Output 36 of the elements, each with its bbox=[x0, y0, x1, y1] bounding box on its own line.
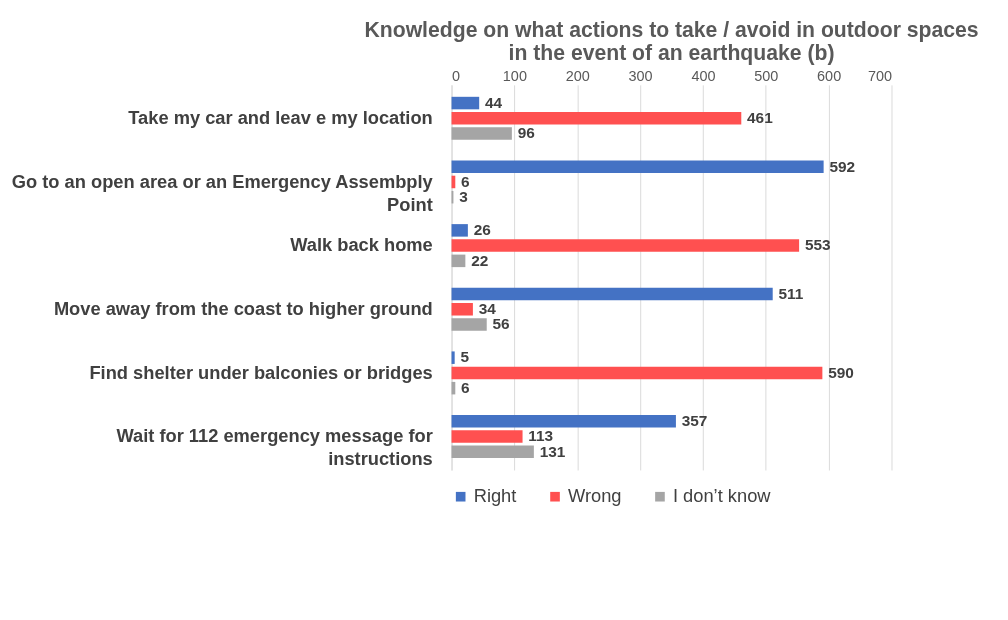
y-tick-label: Walk back home bbox=[290, 234, 433, 256]
data-label: 6 bbox=[461, 378, 470, 396]
legend-label: I don’t know bbox=[672, 485, 772, 507]
data-label: 357 bbox=[681, 412, 708, 430]
chart-title: Knowledge on what actions to take / avoid in outdoor spaces in the event of an earthquake (b) bbox=[364, 17, 979, 65]
data-label: 590 bbox=[828, 363, 854, 381]
data-label: 6 bbox=[461, 172, 470, 190]
data-label: 131 bbox=[539, 442, 566, 460]
x-tick-label: 500 bbox=[754, 67, 779, 84]
x-tick-label: 300 bbox=[628, 67, 653, 84]
data-label: 592 bbox=[829, 157, 856, 175]
x-tick-label: 700 bbox=[867, 67, 892, 84]
x-tick-label: 400 bbox=[691, 67, 716, 84]
x-tick-label: 100 bbox=[502, 67, 527, 84]
legend-label: Wrong bbox=[568, 485, 622, 507]
x-tick-label: 0 bbox=[452, 67, 461, 84]
legend-label: Right bbox=[473, 485, 517, 507]
data-label: 461 bbox=[747, 109, 774, 127]
x-tick-label: 600 bbox=[817, 67, 842, 84]
y-tick-label: Take my car and leav e my location bbox=[128, 107, 433, 129]
data-label: 113 bbox=[528, 427, 554, 445]
data-label: 553 bbox=[804, 236, 831, 254]
y-tick-label: Find shelter under balconies or bridges bbox=[89, 361, 433, 383]
x-tick-label: 200 bbox=[565, 67, 590, 84]
data-label: 3 bbox=[459, 188, 468, 206]
data-label: 511 bbox=[778, 284, 804, 302]
data-label: 56 bbox=[492, 315, 510, 333]
data-label: 44 bbox=[484, 93, 503, 111]
y-tick-label: Go to an open area or an Emergency Assembply Point bbox=[11, 170, 434, 215]
y-tick-label: Wait for 112 emergency message for instructions bbox=[116, 425, 433, 470]
data-label: 96 bbox=[517, 124, 535, 142]
y-tick-label: Move away from the coast to higher ground bbox=[53, 298, 433, 320]
data-label: 26 bbox=[473, 221, 491, 239]
data-label: 5 bbox=[460, 348, 470, 366]
data-label: 34 bbox=[478, 300, 497, 318]
data-label: 22 bbox=[471, 251, 489, 269]
